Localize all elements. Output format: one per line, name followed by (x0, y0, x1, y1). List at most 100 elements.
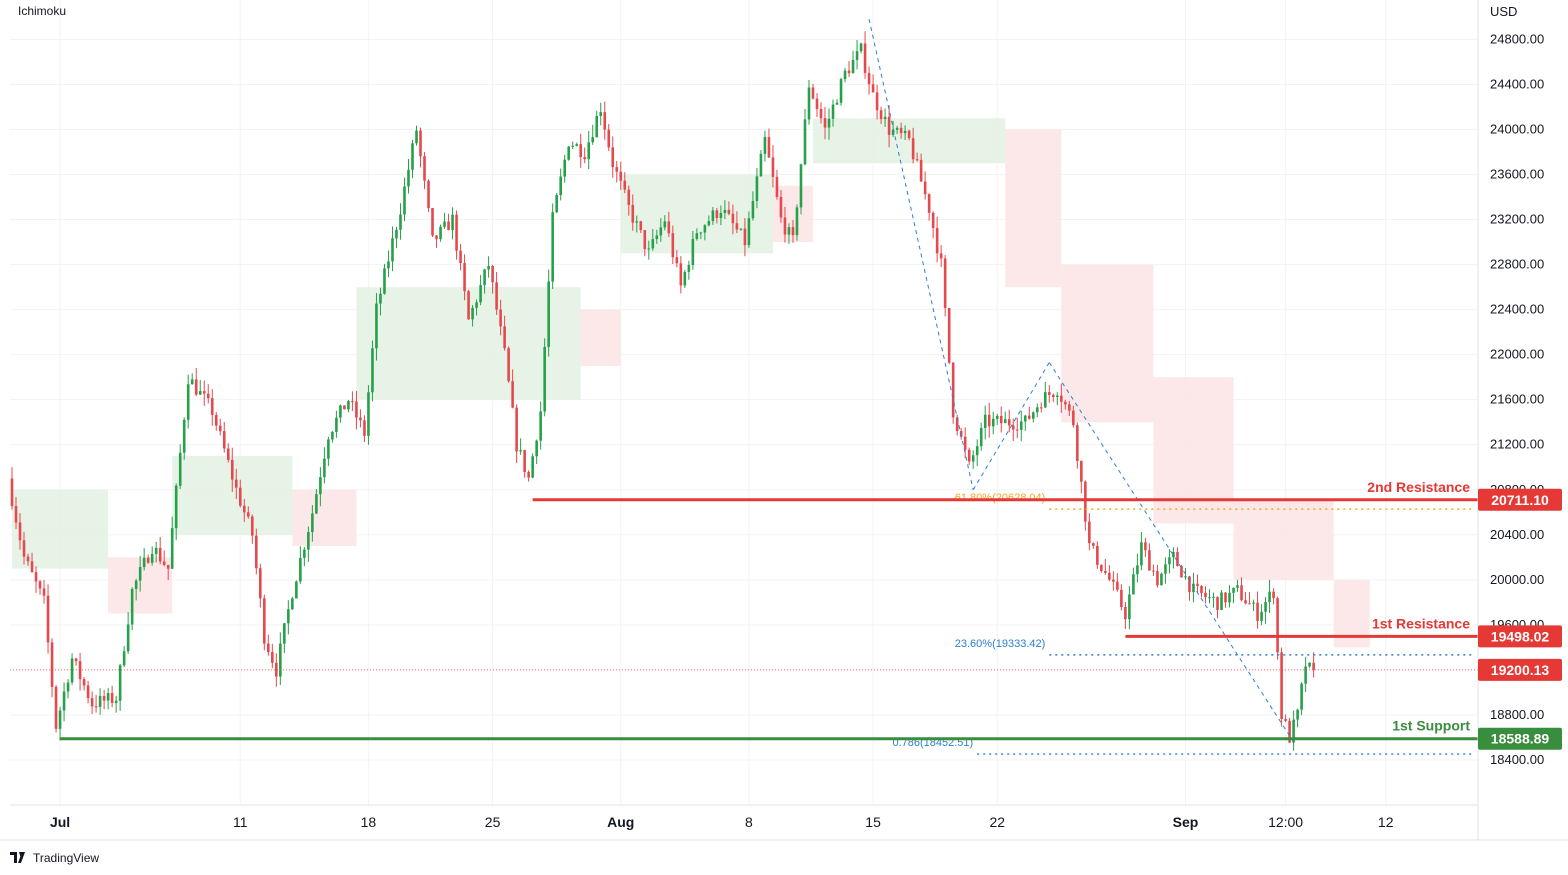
tradingview-logo[interactable]: TradingView (10, 851, 99, 865)
time-axis[interactable]: Jul 11 18 25 Aug 8 15 22 Sep 12:00 12 (50, 814, 1394, 830)
level-price-value: 19498.02 (1491, 628, 1550, 644)
candle-body (94, 706, 98, 708)
candle-body (895, 127, 899, 130)
candle-body (359, 417, 362, 421)
candle-body (1220, 592, 1223, 610)
candle-body (210, 398, 214, 415)
candle-body (731, 213, 735, 224)
candle-body (479, 285, 482, 303)
candle-body (1047, 392, 1051, 395)
price-tick-label: 22800.00 (1490, 257, 1544, 272)
candle-body (1064, 401, 1067, 405)
candle-body (307, 532, 310, 550)
price-axis[interactable]: 18400.0018800.0019200.0019600.0020000.00… (1478, 31, 1562, 767)
candle-body (495, 282, 498, 310)
candle-body (22, 540, 26, 557)
price-tick-label: 18800.00 (1490, 707, 1544, 722)
candle-body (563, 159, 566, 177)
candle-body (455, 214, 458, 251)
cloud-segment (12, 489, 109, 569)
candle-body (1296, 709, 1299, 720)
candle-body (246, 512, 250, 517)
candle-body (539, 411, 542, 441)
candle-body (699, 232, 703, 234)
candle-body (715, 210, 719, 219)
candle-body (118, 665, 122, 701)
candle-body (459, 250, 462, 264)
candle-body (503, 326, 506, 349)
candle-body (839, 79, 843, 103)
candle-body (251, 516, 254, 536)
candle-body (150, 553, 154, 563)
candle-body (807, 87, 811, 120)
tradingview-logo-icon (10, 852, 25, 863)
candle-body (859, 43, 863, 52)
candle-body (186, 384, 190, 420)
time-tick-label: Aug (607, 814, 634, 830)
candle-body (595, 115, 599, 138)
candle-body (367, 392, 370, 436)
candle-body (283, 623, 286, 644)
candle-body (623, 180, 627, 190)
candle-body (511, 381, 514, 408)
candle-body (315, 494, 318, 514)
candle-body (983, 414, 987, 428)
candle-body (575, 144, 579, 146)
price-tick-label: 24000.00 (1490, 121, 1544, 136)
candle-body (611, 147, 615, 168)
candle-body (603, 112, 607, 130)
candle-body (1188, 576, 1191, 593)
candle-body (279, 643, 282, 677)
candle-body (771, 157, 775, 177)
candle-body (467, 291, 470, 320)
candle-body (867, 72, 871, 85)
candle-body (751, 200, 755, 219)
level-label: 2nd Resistance (1367, 479, 1470, 495)
candle-body (50, 642, 54, 687)
candle-body (1256, 602, 1259, 621)
candle-body (843, 70, 847, 80)
candle-body (234, 479, 238, 488)
candle-body (222, 431, 226, 449)
candle-body (463, 263, 466, 292)
candle-body (767, 137, 771, 158)
candle-body (379, 293, 382, 304)
level-price-tag (1478, 625, 1562, 648)
candle-body (615, 167, 619, 172)
candle-body (723, 209, 727, 214)
candle-body (515, 407, 518, 452)
candle-body (531, 456, 534, 478)
candle-body (555, 195, 558, 213)
candle-body (263, 598, 266, 644)
candle-body (1015, 429, 1019, 431)
candle-body (927, 194, 931, 213)
candle-body (1240, 585, 1243, 601)
candle-body (182, 419, 186, 453)
fib-level-label: 23.60%(19333.42) (955, 638, 1046, 650)
candle-body (787, 227, 791, 235)
candle-body (1023, 415, 1027, 422)
candle-body (319, 477, 322, 495)
candle-body (547, 281, 550, 347)
candle-body (523, 450, 526, 472)
candle-body (439, 226, 442, 240)
candle-body (102, 696, 106, 701)
candle-body (1252, 602, 1255, 604)
price-tick-label: 20400.00 (1490, 527, 1544, 542)
candle-body (707, 221, 711, 226)
candle-body (1052, 394, 1055, 397)
cloud-segment (1153, 377, 1234, 524)
candle-body (1144, 542, 1147, 551)
candle-body (1060, 395, 1063, 402)
candle-body (54, 686, 58, 729)
candle-body (1212, 596, 1215, 598)
candle-body (1204, 592, 1207, 598)
current-price-value: 19200.13 (1491, 662, 1550, 678)
level-price-tag (1478, 727, 1562, 750)
candle-body (727, 209, 731, 214)
candle-body (687, 264, 691, 272)
grid (10, 0, 1478, 805)
candle-body (911, 138, 915, 160)
candle-body (1092, 543, 1095, 546)
